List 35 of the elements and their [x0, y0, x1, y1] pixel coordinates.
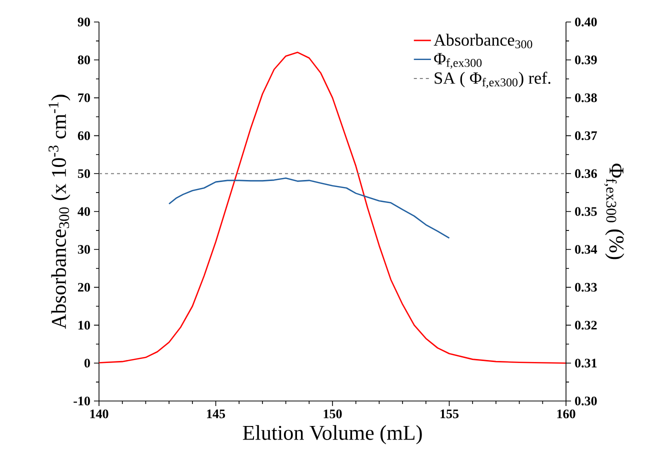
- y2-tick-label: 0.37: [575, 131, 597, 140]
- y-tick-label: 90: [78, 18, 90, 26]
- line-series: [168, 177, 450, 239]
- y2-tick-label: 0.40: [575, 18, 597, 26]
- y2-tick-label: 0.35: [575, 207, 597, 216]
- y-tick-label: 60: [78, 131, 90, 140]
- y2-tick-label: 0.38: [575, 93, 597, 102]
- legend-label: Φ$_{f,ex300}$: [434, 53, 482, 69]
- y-tick-label: 50: [78, 169, 90, 178]
- x-tick-label: 150: [324, 410, 342, 418]
- x-axis-title: Elution Volume (mL): [242, 425, 422, 444]
- x-tick-label: 155: [440, 410, 459, 418]
- y2-tick-label: 0.39: [575, 55, 597, 64]
- y-tick-label: 80: [78, 56, 90, 64]
- y2-tick-label: 0.32: [575, 320, 597, 330]
- y-tick-label: 0: [84, 358, 90, 368]
- y-axis-title: Absorbance$_{300}$ (x 10$^{-3}$ cm$^{-1}$): [48, 94, 70, 329]
- y-tick-label: 70: [78, 93, 90, 102]
- legend-label: SA ( Φ$_{f,ex300}$) ref.: [434, 72, 550, 88]
- y2-tick-label: 0.34: [575, 244, 598, 254]
- y-tick-label: 20: [78, 282, 90, 292]
- line-series: [99, 52, 566, 364]
- y2-tick-label: 0.31: [575, 358, 597, 368]
- y2-tick-label: 0.33: [575, 282, 597, 292]
- y-tick-label: 40: [78, 207, 90, 216]
- y-tick-label: 30: [78, 245, 90, 254]
- y-tick-label: -10: [74, 396, 90, 406]
- x-tick-label: 160: [557, 410, 576, 418]
- x-tick-label: 140: [90, 410, 108, 418]
- y2-axis-title: Φ$_{f,ex300}$ (%): [604, 164, 624, 260]
- x-tick-label: 145: [207, 410, 226, 418]
- y-tick-label: 10: [78, 320, 90, 330]
- y2-tick-label: 0.36: [575, 169, 597, 178]
- y2-tick-label: 0.30: [575, 396, 597, 406]
- legend-label: Absorbance$_{300}$: [434, 34, 532, 48]
